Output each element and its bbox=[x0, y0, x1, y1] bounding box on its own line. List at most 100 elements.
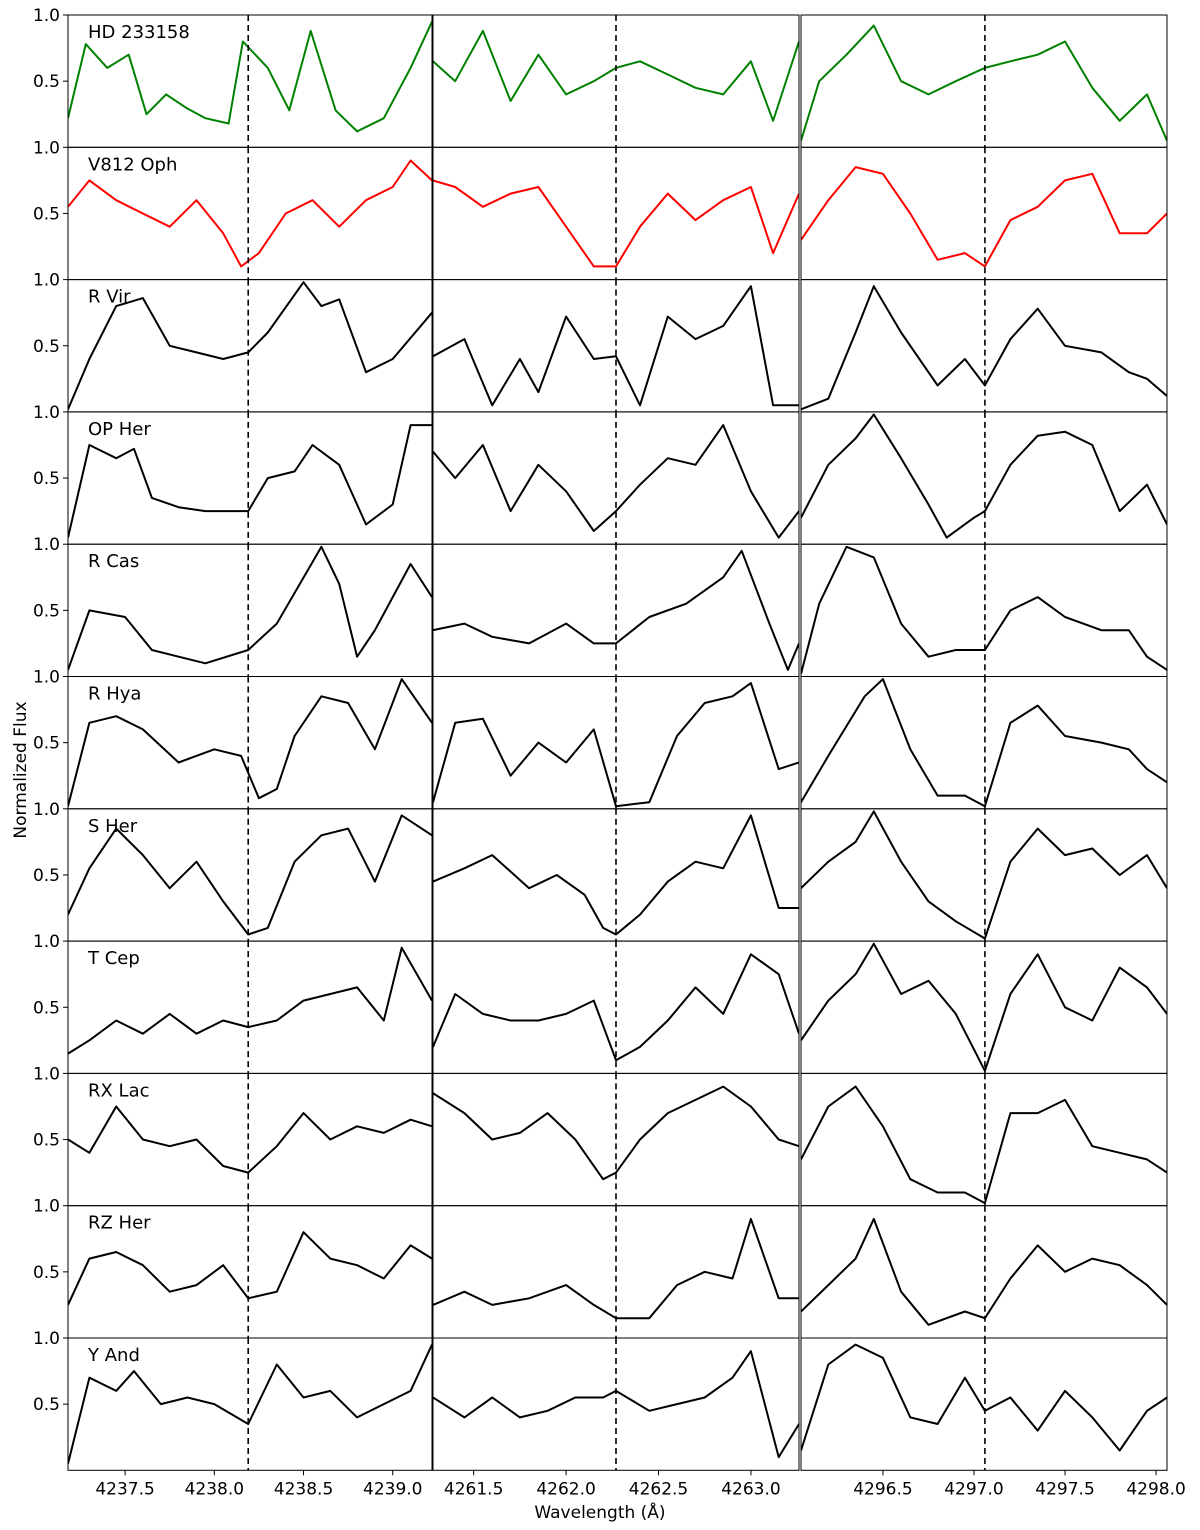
y-tick-label: 1.0 bbox=[33, 138, 60, 158]
y-tick-label: 0.5 bbox=[33, 866, 60, 886]
spectrum-line-op-her-window-3 bbox=[801, 413, 1167, 539]
panel-rx-lac-window-3 bbox=[800, 1072, 1168, 1207]
panel-hd-233158-window-3 bbox=[800, 14, 1168, 148]
panel-op-her-window-3 bbox=[800, 411, 1168, 545]
y-axis-label: Normalized Flux bbox=[11, 701, 31, 838]
star-label-r-vir: R Vir bbox=[88, 287, 131, 308]
y-tick-label: 0.5 bbox=[33, 337, 60, 357]
spectrum-line-hd-233158-window-3 bbox=[801, 24, 1167, 142]
y-tick-label: 0.5 bbox=[33, 998, 60, 1018]
spectrum-line-r-cas-window-2 bbox=[433, 549, 799, 671]
panel-s-her-window-3 bbox=[800, 808, 1168, 942]
spectrum-line-r-cas-window-1 bbox=[68, 545, 432, 671]
y-tick-label: 1.0 bbox=[33, 800, 60, 820]
x-tick-label: 4237.5 bbox=[95, 1479, 154, 1499]
star-label-hd-233158: HD 233158 bbox=[88, 22, 190, 43]
panel-op-her-window-2 bbox=[432, 411, 800, 545]
panel-hd-233158-window-2 bbox=[432, 14, 800, 148]
y-tick-label: 0.5 bbox=[33, 1263, 60, 1283]
spectrum-line-t-cep-window-2 bbox=[433, 953, 799, 1062]
spectrum-line-rz-her-window-1 bbox=[68, 1231, 432, 1306]
plot-area: 0.5 1.0 HD 233158 0.5 1.0 V812 Oph 0.5 1.0 R Vir… bbox=[33, 6, 1186, 1499]
spectrum-line-rx-lac-window-1 bbox=[68, 1105, 432, 1174]
star-label-rz-her: RZ Her bbox=[88, 1213, 151, 1234]
spectrum-line-hd-233158-window-1 bbox=[68, 21, 432, 133]
panel-r-cas-window-2 bbox=[432, 543, 800, 678]
y-tick-label: 0.5 bbox=[33, 1395, 60, 1415]
spectrum-line-rz-her-window-2 bbox=[433, 1217, 799, 1320]
panel-frame bbox=[800, 14, 1168, 148]
panel-r-vir-window-3 bbox=[800, 279, 1168, 413]
panel-t-cep-window-2 bbox=[432, 940, 800, 1074]
panel-v812-oph-window-2 bbox=[432, 146, 800, 281]
panel-frame bbox=[800, 940, 1168, 1074]
panel-frame bbox=[800, 676, 1168, 810]
spectrum-line-v812-oph-window-3 bbox=[801, 166, 1167, 268]
panel-y-and-window-3 bbox=[800, 1337, 1168, 1471]
star-label-s-her: S Her bbox=[88, 816, 138, 837]
star-label-y-and: Y And bbox=[87, 1345, 140, 1366]
spectrum-line-r-hya-window-1 bbox=[68, 678, 432, 807]
y-tick-label: 0.5 bbox=[33, 469, 60, 489]
x-tick-label: 4297.5 bbox=[1035, 1479, 1094, 1499]
y-tick-label: 1.0 bbox=[33, 403, 60, 423]
x-tick-label: 4239.0 bbox=[363, 1479, 422, 1499]
panel-r-hya-window-2 bbox=[432, 676, 800, 810]
x-axis-label: Wavelength (Å) bbox=[534, 1501, 665, 1523]
panel-r-hya-window-3 bbox=[800, 676, 1168, 810]
panel-frame bbox=[800, 279, 1168, 413]
panel-s-her-window-2 bbox=[432, 808, 800, 942]
panel-frame bbox=[800, 411, 1168, 545]
panel-t-cep-window-3 bbox=[800, 940, 1168, 1074]
y-tick-label: 1.0 bbox=[33, 271, 60, 291]
panel-frame bbox=[800, 543, 1168, 678]
x-tick-label: 4262.0 bbox=[536, 1479, 595, 1499]
spectrum-line-r-hya-window-2 bbox=[433, 682, 799, 808]
panel-r-vir-window-2 bbox=[432, 279, 800, 413]
star-label-r-hya: R Hya bbox=[88, 684, 141, 705]
panel-frame bbox=[432, 1337, 800, 1471]
panel-rz-her-window-2 bbox=[432, 1205, 800, 1339]
spectrum-line-r-cas-window-3 bbox=[801, 545, 1167, 675]
spectrum-line-rz-her-window-3 bbox=[801, 1217, 1167, 1326]
y-tick-label: 0.5 bbox=[33, 204, 60, 224]
x-tick-label: 4262.5 bbox=[629, 1479, 688, 1499]
x-tick-label: 4238.0 bbox=[185, 1479, 244, 1499]
spectrum-line-t-cep-window-3 bbox=[801, 942, 1167, 1072]
panel-frame bbox=[800, 1072, 1168, 1207]
spectrum-line-v812-oph-window-2 bbox=[433, 179, 799, 268]
spectrum-line-v812-oph-window-1 bbox=[68, 159, 432, 268]
x-tick-label: 4297.0 bbox=[944, 1479, 1003, 1499]
panel-rz-her-window-3 bbox=[800, 1205, 1168, 1339]
x-tick-label: 4261.5 bbox=[444, 1479, 503, 1499]
spectrum-line-op-her-window-1 bbox=[68, 424, 432, 538]
y-tick-label: 1.0 bbox=[33, 932, 60, 952]
y-tick-label: 0.5 bbox=[33, 72, 60, 92]
spectrum-line-rx-lac-window-2 bbox=[433, 1085, 799, 1181]
x-tick-label: 4296.5 bbox=[853, 1479, 912, 1499]
y-tick-label: 1.0 bbox=[33, 535, 60, 555]
y-tick-label: 1.0 bbox=[33, 1329, 60, 1349]
spectrum-line-rx-lac-window-3 bbox=[801, 1085, 1167, 1205]
star-label-op-her: OP Her bbox=[88, 419, 151, 440]
y-tick-label: 0.5 bbox=[33, 1131, 60, 1151]
star-label-r-cas: R Cas bbox=[88, 551, 139, 572]
y-tick-label: 0.5 bbox=[33, 734, 60, 754]
y-tick-label: 1.0 bbox=[33, 1197, 60, 1217]
spectrum-line-r-vir-window-2 bbox=[433, 285, 799, 407]
star-label-t-cep: T Cep bbox=[87, 948, 140, 969]
star-label-v812-oph: V812 Oph bbox=[88, 154, 177, 175]
y-tick-label: 1.0 bbox=[33, 6, 60, 26]
panel-frame bbox=[800, 1337, 1168, 1471]
spectrum-line-r-vir-window-3 bbox=[801, 285, 1167, 411]
panel-frame bbox=[800, 808, 1168, 942]
panel-y-and-window-2 bbox=[432, 1337, 800, 1471]
panel-v812-oph-window-3 bbox=[800, 146, 1168, 281]
x-tick-label: 4238.5 bbox=[274, 1479, 333, 1499]
x-tick-label: 4298.0 bbox=[1126, 1479, 1185, 1499]
spectrum-line-y-and-window-3 bbox=[801, 1343, 1167, 1452]
y-tick-label: 1.0 bbox=[33, 1064, 60, 1084]
y-tick-label: 1.0 bbox=[33, 668, 60, 688]
panel-r-cas-window-3 bbox=[800, 543, 1168, 678]
